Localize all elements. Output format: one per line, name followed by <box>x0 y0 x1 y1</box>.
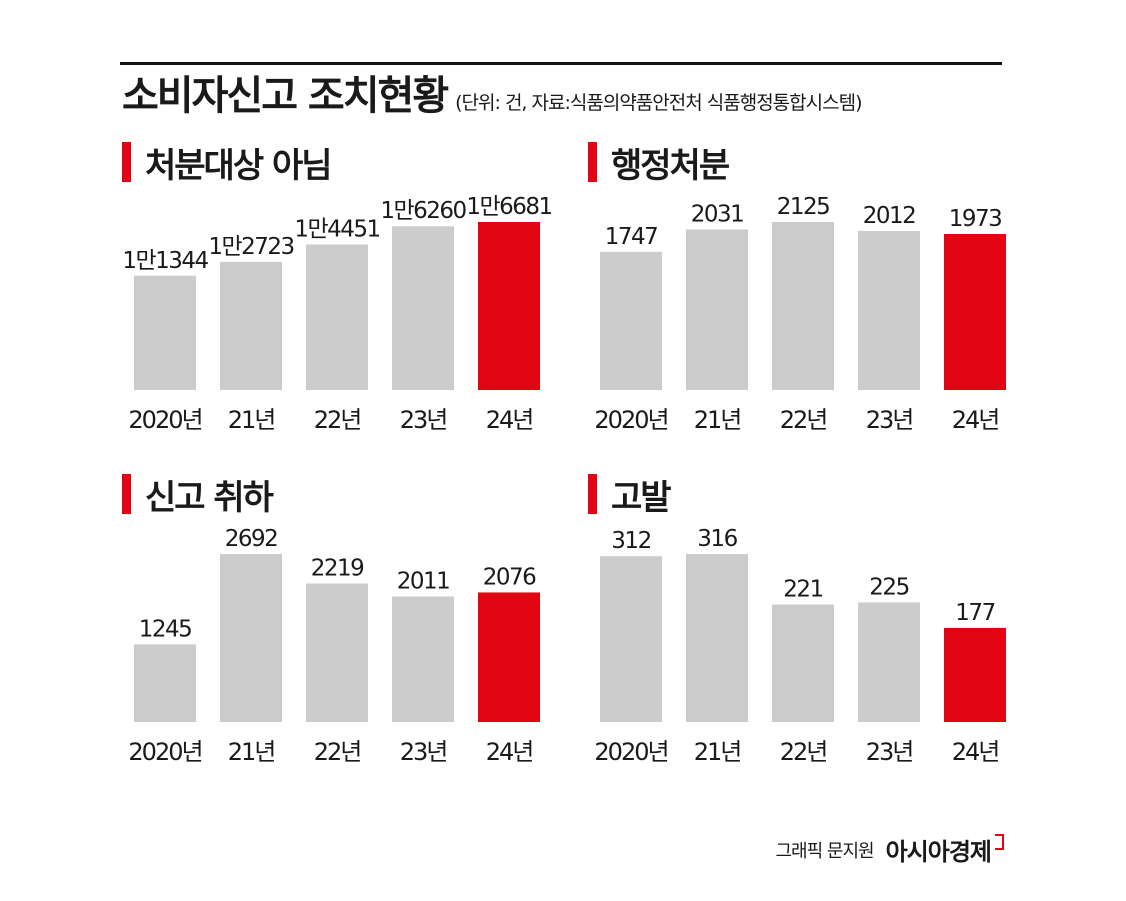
x-tick-label: 23년 <box>400 738 447 766</box>
bar-24년 <box>944 627 1006 722</box>
x-tick-label: 24년 <box>486 406 533 434</box>
title-text: 소비자신고 조치현황 <box>122 73 449 119</box>
bar-21년 <box>686 554 748 722</box>
x-tick-label: 23년 <box>866 406 913 434</box>
value-label: 2076 <box>483 564 536 590</box>
value-label: 177 <box>955 600 994 626</box>
x-tick-label: 23년 <box>400 406 447 434</box>
value-label: 1만6681 <box>466 194 551 220</box>
bar-23년 <box>858 602 920 722</box>
panel-header: 처분대상 아님 <box>122 140 333 186</box>
x-tick-label: 24년 <box>952 406 999 434</box>
chart-panel-administrative-action: 행정처분 1747 2020년 2031 21년 2125 22년 2012 23년 1973 2… <box>588 140 1008 440</box>
red-marker <box>588 142 597 182</box>
page-title: 소비자신고 조치현황 (단위: 건, 자료:식품의약품안전처 식품행정통합시스템) <box>122 72 863 127</box>
bar-chart-svg: 312 2020년 316 21년 221 22년 225 23년 177 24년 <box>594 526 1006 766</box>
value-label: 1만1344 <box>122 248 208 274</box>
x-tick-label: 2020년 <box>128 406 201 434</box>
value-label: 2011 <box>397 568 450 594</box>
red-marker <box>588 474 597 514</box>
panel-header: 행정처분 <box>588 140 730 186</box>
bar-21년 <box>686 229 748 390</box>
value-label: 2692 <box>225 526 278 552</box>
red-marker <box>122 474 131 514</box>
bar-21년 <box>220 554 282 722</box>
x-tick-label: 22년 <box>780 406 827 434</box>
x-tick-label: 23년 <box>866 738 913 766</box>
value-label: 1만6260 <box>380 198 466 224</box>
chart-panel-accusation: 고발 312 2020년 316 21년 221 22년 225 23년 177 24년 <box>588 472 1008 772</box>
bar-2020년 <box>134 644 196 722</box>
value-label: 1만2723 <box>208 234 293 260</box>
value-label: 225 <box>869 574 908 600</box>
bar-chart-svg: 1만1344 2020년 1만2723 21년 1만4451 22년 1만6260 23년 1만… <box>122 194 553 434</box>
x-tick-label: 21년 <box>694 406 741 434</box>
x-tick-label: 24년 <box>952 738 999 766</box>
bar-22년 <box>772 222 834 390</box>
panel-header: 신고 취하 <box>122 472 274 518</box>
bar-21년 <box>220 261 282 390</box>
bar-2020년 <box>600 556 662 722</box>
bar-24년 <box>478 222 540 390</box>
value-label: 316 <box>697 526 737 552</box>
value-label: 2012 <box>863 203 916 229</box>
x-tick-label: 2020년 <box>128 738 201 766</box>
panel-title: 행정처분 <box>611 145 730 186</box>
brand-logo: 아시아경제 <box>885 838 992 866</box>
x-tick-label: 22년 <box>780 738 827 766</box>
value-label: 1973 <box>949 206 1002 232</box>
value-label: 1만4451 <box>294 216 379 242</box>
x-tick-label: 2020년 <box>594 738 667 766</box>
value-label: 1245 <box>139 616 192 642</box>
x-tick-label: 22년 <box>314 406 361 434</box>
x-tick-label: 22년 <box>314 738 361 766</box>
value-label: 221 <box>783 577 822 603</box>
credit-line: 그래픽 문지원 아시아경제 <box>775 832 1004 867</box>
panel-header: 고발 <box>588 472 672 518</box>
bar-chart-svg: 1747 2020년 2031 21년 2125 22년 2012 23년 1973 24년 <box>594 194 1006 434</box>
red-marker <box>122 142 131 182</box>
bar-22년 <box>306 244 368 390</box>
bar-24년 <box>944 234 1006 390</box>
bar-2020년 <box>134 275 196 390</box>
bar-22년 <box>306 583 368 722</box>
top-rule <box>120 62 1002 65</box>
value-label: 2125 <box>777 194 830 220</box>
bar-22년 <box>772 604 834 722</box>
brand-mark-icon <box>995 833 1004 850</box>
subtitle-source: (단위: 건, 자료:식품의약품안전처 식품행정통합시스템) <box>455 92 862 114</box>
bar-23년 <box>392 596 454 722</box>
graphic-credit: 그래픽 문지원 <box>775 840 875 862</box>
bar-23년 <box>858 230 920 390</box>
panel-title: 신고 취하 <box>145 477 274 518</box>
value-label: 1747 <box>605 224 658 250</box>
bar-23년 <box>392 226 454 390</box>
panel-title: 고발 <box>611 477 672 518</box>
x-tick-label: 21년 <box>228 738 275 766</box>
chart-panel-report-withdrawn: 신고 취하 1245 2020년 2692 21년 2219 22년 2011 23년 2076… <box>122 472 542 772</box>
x-tick-label: 2020년 <box>594 406 667 434</box>
value-label: 2031 <box>691 201 744 227</box>
chart-panel-no-disposition: 처분대상 아님 1만1344 2020년 1만2723 21년 1만4451 22년 1만6… <box>122 140 553 440</box>
value-label: 2219 <box>311 556 364 582</box>
x-tick-label: 21년 <box>694 738 741 766</box>
x-tick-label: 21년 <box>228 406 275 434</box>
bar-24년 <box>478 592 540 722</box>
panel-title: 처분대상 아님 <box>145 145 333 186</box>
x-tick-label: 24년 <box>486 738 533 766</box>
value-label: 312 <box>611 528 650 554</box>
bar-chart-svg: 1245 2020년 2692 21년 2219 22년 2011 23년 2076 24년 <box>128 526 540 766</box>
bar-2020년 <box>600 251 662 390</box>
